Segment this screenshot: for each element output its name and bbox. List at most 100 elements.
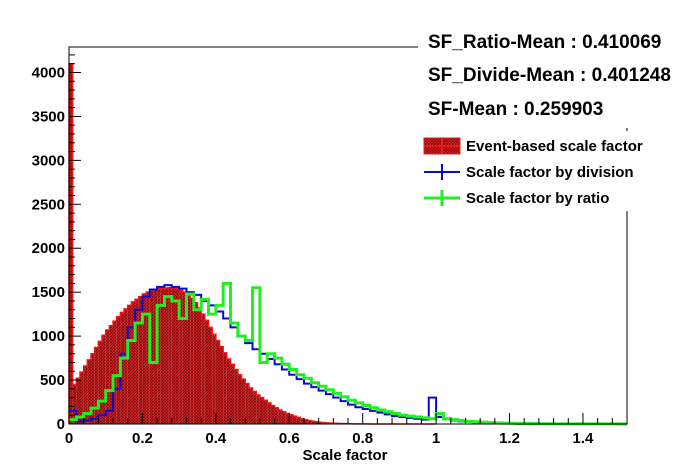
event-based-bar	[296, 417, 301, 424]
event-based-bar	[83, 366, 88, 424]
event-based-bar	[175, 288, 180, 424]
event-based-bar	[311, 421, 315, 424]
event-based-bar	[179, 290, 183, 424]
event-based-bar	[127, 305, 132, 424]
event-based-bar	[314, 421, 319, 424]
event-based-bar	[234, 369, 238, 424]
event-based-bar	[164, 287, 169, 424]
y-tick-label: 2000	[32, 240, 65, 257]
y-tick-label: 3000	[32, 152, 65, 169]
event-based-bar	[193, 302, 198, 424]
event-based-bar	[252, 391, 257, 424]
stat-line: SF_Ratio-Mean : 0.410069	[428, 32, 661, 53]
event-based-bar	[94, 347, 99, 424]
event-based-bar	[72, 384, 77, 424]
event-based-bar	[223, 352, 227, 424]
event-based-bar	[120, 312, 125, 424]
x-tick-label: 1	[432, 430, 440, 447]
event-based-bar	[142, 293, 147, 424]
event-based-bar	[182, 292, 187, 424]
event-based-bar	[80, 372, 84, 424]
y-tick-label: 500	[40, 372, 65, 389]
y-tick-label: 2500	[32, 196, 65, 213]
event-based-bar	[102, 335, 106, 424]
event-based-bar	[300, 418, 304, 424]
event-based-bar	[190, 298, 194, 424]
event-based-bar	[69, 63, 73, 425]
event-based-bar	[124, 308, 128, 424]
event-based-bar	[285, 413, 290, 424]
stat-line: SF-Mean : 0.259903	[428, 99, 603, 120]
x-tick-label: 0.2	[132, 430, 153, 447]
event-based-bar	[105, 329, 110, 424]
event-based-bar	[292, 416, 297, 424]
stats-box-text: SF_Ratio-Mean : 0.410069 SF_Divide-Mean :…	[428, 32, 671, 120]
event-based-bar	[87, 359, 92, 424]
event-based-bar	[153, 289, 158, 424]
event-based-bar	[212, 334, 216, 424]
stat-line: SF_Divide-Mean : 0.401248	[428, 65, 671, 86]
legend-label: Scale factor by division	[466, 164, 634, 181]
y-tick-label: 1500	[32, 284, 65, 301]
event-based-bar	[197, 308, 202, 424]
event-based-bar	[201, 314, 205, 424]
event-based-bar	[171, 287, 176, 424]
event-based-bar	[146, 292, 150, 424]
event-based-bar	[307, 420, 312, 424]
x-tick-label: 0.4	[205, 430, 227, 447]
y-tick-label: 0	[57, 416, 65, 433]
event-based-bar	[270, 405, 275, 424]
event-based-bar	[256, 395, 260, 424]
event-based-bar	[303, 419, 308, 424]
event-based-bar	[138, 296, 143, 424]
y-tick-label: 3500	[32, 108, 65, 125]
event-based-bar	[208, 327, 213, 424]
series-event-based	[68, 62, 437, 425]
legend-entry: Event-based scale factor	[423, 137, 643, 155]
event-based-bar	[116, 316, 121, 424]
legend-label: Event-based scale factor	[466, 138, 643, 155]
event-based-bar	[98, 341, 103, 424]
legend-entry: Scale factor by ratio	[424, 190, 609, 207]
event-based-bar	[91, 353, 95, 424]
event-based-bar	[113, 321, 117, 424]
event-based-bar	[274, 407, 279, 424]
event-based-bar	[318, 422, 323, 424]
y-axis: 0 500 1000 1500 2000 2500 3000 3500 4000	[32, 54, 81, 433]
event-based-bar	[237, 374, 242, 424]
event-based-bar	[230, 364, 235, 424]
event-based-bar	[267, 402, 271, 424]
x-tick-label: 1.4	[573, 430, 595, 447]
event-based-bar	[157, 288, 161, 424]
event-based-bar	[204, 320, 209, 424]
stats-box	[418, 27, 696, 128]
event-based-bar	[226, 358, 231, 424]
x-tick-label: 0	[65, 430, 73, 447]
event-based-bar	[219, 346, 224, 424]
event-based-bar	[263, 400, 268, 424]
x-tick-label: 1.2	[499, 430, 520, 447]
legend-entry: Scale factor by division	[424, 164, 634, 181]
event-based-bar	[289, 414, 293, 424]
event-based-bar	[245, 383, 249, 424]
legend: Event-based scale factor Scale factor by …	[423, 137, 643, 207]
x-tick-label: 0.6	[279, 430, 300, 447]
event-based-bar	[131, 301, 136, 424]
x-axis: 0 0.2 0.4 0.6 0.8 1 1.2 1.4	[65, 413, 628, 447]
event-based-bar	[109, 325, 114, 424]
event-based-bar	[248, 387, 253, 424]
event-based-bar	[281, 411, 286, 424]
legend-box	[418, 131, 696, 211]
x-axis-title: Scale factor	[302, 447, 387, 464]
event-based-bar	[241, 379, 246, 424]
event-based-bar	[278, 409, 282, 424]
event-based-bar	[186, 294, 191, 424]
x-tick-label: 0.8	[352, 430, 373, 447]
y-tick-label: 1000	[32, 328, 65, 345]
event-based-bar	[168, 287, 172, 424]
event-based-bar	[135, 299, 139, 424]
y-tick-label: 4000	[32, 64, 65, 81]
event-based-bar	[160, 288, 165, 424]
event-based-bar	[149, 290, 154, 424]
